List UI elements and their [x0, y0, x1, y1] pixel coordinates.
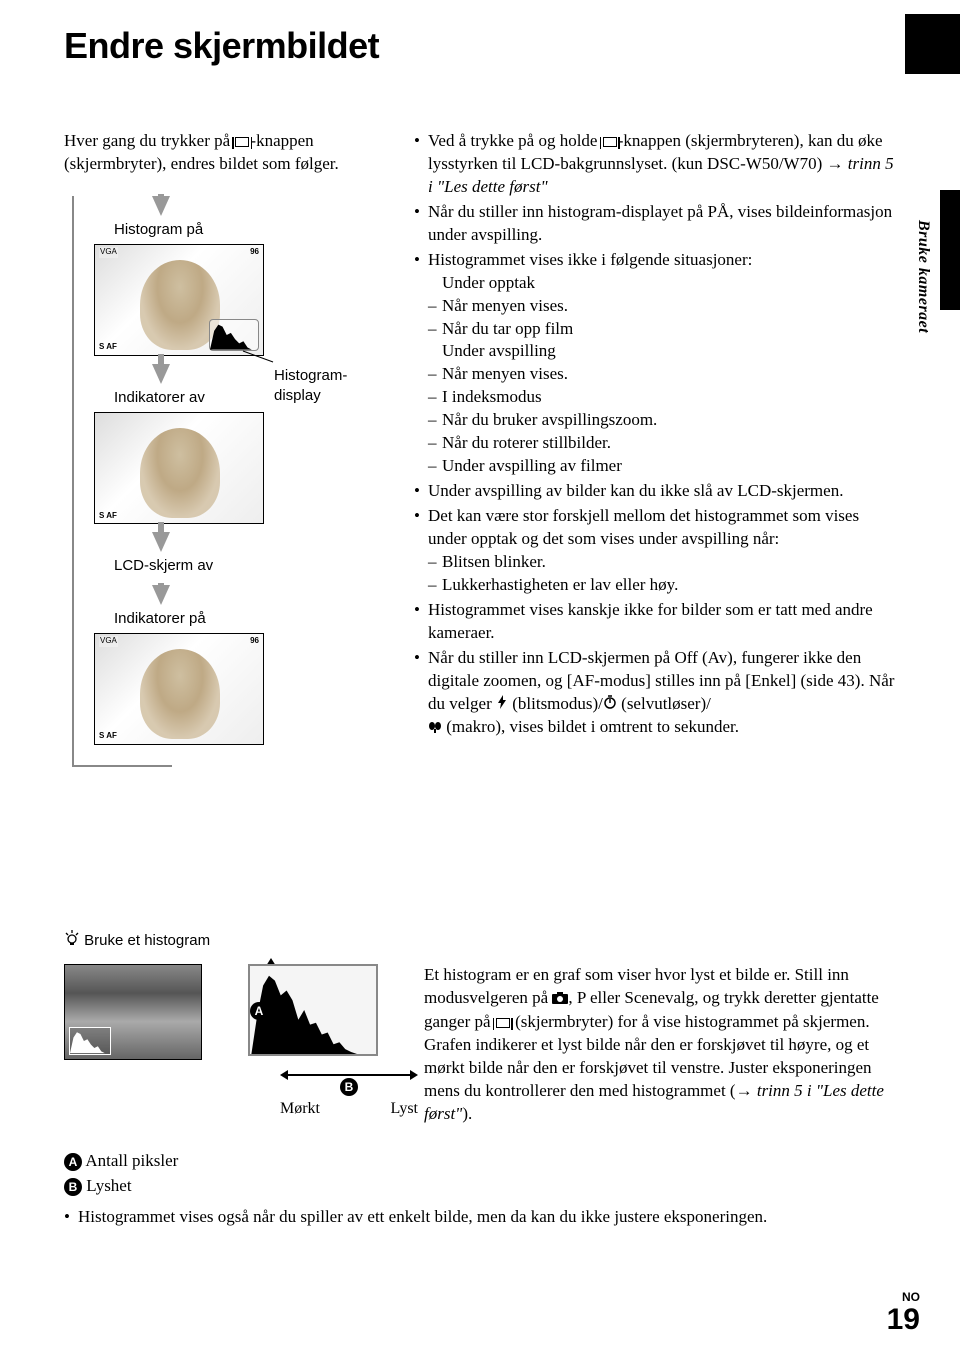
page-title: Endre skjermbildet — [64, 22, 379, 71]
left-column: Hver gang du trykker på -knappen (skjerm… — [64, 130, 414, 767]
note-3-head: Histogrammet vises ikke i følgende situa… — [428, 250, 752, 269]
note-3-sub1: Under opptak — [428, 272, 896, 295]
right-column: Ved å trykke på og holde -knappen (skjer… — [414, 130, 896, 767]
content-area: Hver gang du trykker på -knappen (skjerm… — [64, 130, 896, 767]
axis-label-light: Lyst — [390, 1098, 418, 1120]
notes-list: Ved å trykke på og holde -knappen (skjer… — [414, 130, 896, 740]
legend-row-a: A Antall piksler — [64, 1150, 424, 1173]
note-5-head: Det kan være stor forskjell mellom det h… — [428, 506, 859, 548]
legend-badge-a: A — [64, 1153, 82, 1171]
note-1: Ved å trykke på og holde -knappen (skjer… — [414, 130, 896, 199]
sample-subject — [140, 649, 220, 739]
note-7-flash: (blitsmodus)/ — [508, 694, 603, 713]
flow-step-3-label: LCD-skjerm av — [114, 556, 394, 576]
legend-row-b: B Lyshet — [64, 1175, 424, 1198]
intro-part-a: Hver gang du trykker på — [64, 131, 234, 150]
note-3: Histogrammet vises ikke i følgende situa… — [414, 249, 896, 478]
histogram-legend: A Antall piksler B Lyshet — [64, 1150, 424, 1198]
note-4: Under avspilling av bilder kan du ikke s… — [414, 480, 896, 503]
sample-subject — [140, 260, 220, 350]
histogram-axis-labels: Mørkt Lyst — [280, 1098, 418, 1120]
flash-icon — [496, 693, 508, 716]
thumb-overlay-tr: 96 — [250, 247, 259, 258]
sample-histo-shape — [70, 1033, 110, 1054]
note-1a: Ved å trykke på og holde — [428, 131, 602, 150]
histogram-callout-label: Histogram-display — [274, 366, 394, 407]
flow-thumb-2: S AF — [94, 412, 264, 524]
flow-arrow-3 — [152, 532, 170, 552]
note-3-sub2: Under avspilling — [428, 340, 896, 363]
note-7-macro: (makro), vises bildet i omtrent to sekun… — [442, 717, 739, 736]
note-5-d2: Lukkerhastigheten er lav eller høy. — [428, 574, 896, 597]
flow-step-1-label: Histogram på — [114, 220, 394, 240]
display-button-icon — [496, 1018, 510, 1028]
thumb-overlay-bl: S AF — [99, 731, 117, 742]
intro-line2: (skjermbryter), endres bildet som følger… — [64, 154, 339, 173]
side-tab-label: Bruke kameraet — [912, 220, 934, 333]
tip-bulb-icon — [64, 930, 80, 952]
thumb-overlay-tr: 96 — [250, 636, 259, 647]
sample-subject — [140, 428, 220, 518]
intro-part-b: -knappen — [250, 131, 313, 150]
flow-arrow-4 — [152, 585, 170, 605]
display-button-icon — [235, 137, 249, 147]
note-3-d2: Når du tar opp film — [428, 318, 896, 341]
note-5: Det kan være stor forskjell mellom det h… — [414, 505, 896, 597]
flow-thumb-4: VGA 96 S AF — [94, 633, 264, 745]
note-3-d7: Under avspilling av filmer — [428, 455, 896, 478]
legend-badge-b: B — [64, 1178, 82, 1196]
histogram-graphic-area: A B Mørkt Lyst A Antall piksler B Lyshet — [64, 964, 424, 1200]
note-5-d1: Blitsen blinker. — [428, 551, 896, 574]
axis-label-dark: Mørkt — [280, 1098, 320, 1120]
note-3-d1: Når menyen vises. — [428, 295, 896, 318]
side-tab-black — [940, 190, 960, 310]
header-black-block — [905, 14, 960, 74]
thumb-overlay-tl: VGA — [99, 636, 118, 647]
histogram-sample-photo — [64, 964, 202, 1060]
camera-icon — [552, 988, 568, 1011]
flow-step-4-label: Indikatorer på — [114, 609, 394, 629]
legend-text-b: Lyshet — [86, 1176, 131, 1195]
macro-icon — [428, 717, 442, 740]
flow-bottom-line — [72, 765, 172, 767]
intro-text: Hver gang du trykker på -knappen (skjerm… — [64, 130, 394, 176]
thumb-overlay-tl: VGA — [99, 247, 118, 258]
note-6: Histogrammet vises kanskje ikke for bild… — [414, 599, 896, 645]
thumb-overlay-bl: S AF — [99, 342, 117, 353]
note-7-timer: (selvutløser)/ — [617, 694, 711, 713]
self-timer-icon — [603, 693, 617, 716]
note-3-d3: Når menyen vises. — [428, 363, 896, 386]
sample-photo-histogram — [69, 1027, 111, 1055]
flow-arrow-1 — [152, 196, 170, 216]
page-footer: NO 19 — [887, 1289, 920, 1335]
histogram-section: Bruke et histogram A B Mørkt — [64, 930, 896, 1229]
flow-thumb-1: VGA 96 S AF — [94, 244, 264, 356]
thumb-histo-shape — [210, 325, 258, 350]
flow-diagram: Histogram på VGA 96 S AF Histogram-displ… — [72, 196, 394, 765]
note-3-d5: Når du bruker avspillingszoom. — [428, 409, 896, 432]
histogram-row: A B Mørkt Lyst A Antall piksler B Lyshet… — [64, 964, 896, 1200]
arrow-right-icon: → — [827, 153, 844, 176]
legend-text-a: Antall piksler — [85, 1151, 178, 1170]
badge-b: B — [340, 1078, 358, 1096]
arrow-right-icon: → — [736, 1080, 753, 1103]
thumb-overlay-bl: S AF — [99, 511, 117, 522]
note-2: Når du stiller inn histogram-displayet p… — [414, 201, 896, 247]
note-3-d6: Når du roterer stillbilder. — [428, 432, 896, 455]
flow-arrow-2 — [152, 364, 170, 384]
display-button-icon — [603, 137, 617, 147]
histogram-body-text: Et histogram er en graf som viser hvor l… — [424, 964, 896, 1200]
note-7: Når du stiller inn LCD-skjermen på Off (… — [414, 647, 896, 740]
thumb-histogram-box — [209, 319, 259, 351]
hist-body-e: ). — [462, 1104, 472, 1123]
histogram-section-title: Bruke et histogram — [64, 930, 896, 952]
histogram-footnote: Histogrammet vises også når du spiller a… — [64, 1206, 896, 1229]
footer-page-number: 19 — [887, 1305, 920, 1335]
histogram-shape — [252, 976, 375, 1054]
histogram-title-text: Bruke et histogram — [84, 932, 210, 949]
note-3-d4: I indeksmodus — [428, 386, 896, 409]
